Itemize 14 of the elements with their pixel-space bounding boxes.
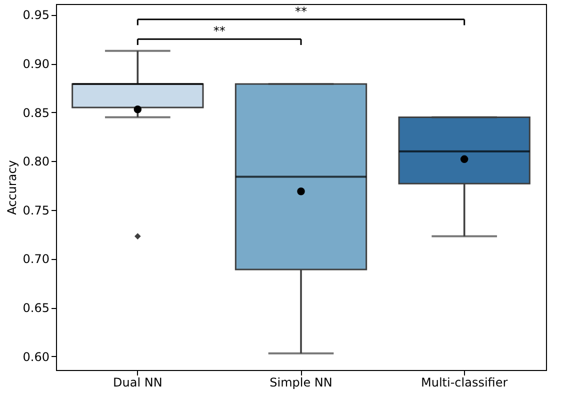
x-tick-label: Multi-classifier <box>420 376 508 390</box>
annotation: ** <box>213 24 226 38</box>
y-axis-title: Accuracy <box>4 160 19 215</box>
y-tick-label: 0.65 <box>22 301 50 316</box>
y-tick-label: 0.80 <box>22 154 50 169</box>
x-tick-label: Simple NN <box>270 376 332 390</box>
y-tick-label: 0.85 <box>22 106 50 120</box>
y-tick-label: 0.95 <box>22 8 50 22</box>
x-tick-label: Dual NN <box>113 376 162 390</box>
y-tick-label: 0.90 <box>22 57 50 72</box>
y-tick-label: 0.70 <box>22 252 50 266</box>
annotation: ** <box>295 4 307 18</box>
y-tick-label: 0.75 <box>22 203 50 218</box>
y-tick-label: 0.60 <box>22 350 50 364</box>
